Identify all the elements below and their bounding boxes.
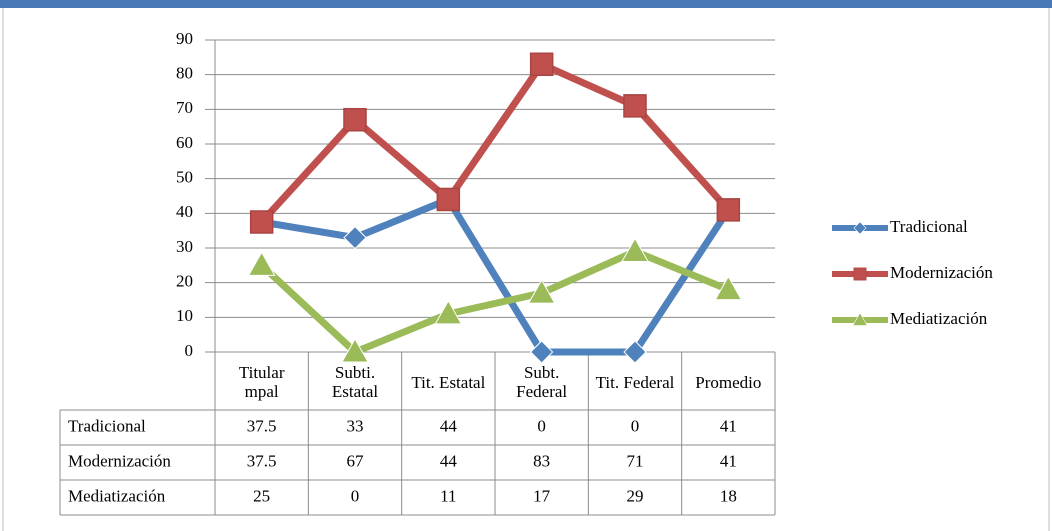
series-line xyxy=(259,60,731,225)
series xyxy=(249,52,741,234)
table-row-label: Mediatización xyxy=(68,486,166,505)
y-tick-label: 30 xyxy=(176,237,193,256)
x-tick-label: Subt. Federal xyxy=(516,363,568,401)
legend-marker xyxy=(853,267,867,281)
y-tick-label: 10 xyxy=(176,306,193,325)
table-cell: 17 xyxy=(533,486,551,505)
x-label-box: Promedio xyxy=(695,372,762,392)
table-row-label: Modernización xyxy=(68,451,171,470)
legend-label: Mediatización xyxy=(890,309,988,328)
legend-marker xyxy=(853,221,867,235)
legend-label: Modernización xyxy=(890,263,993,282)
x-tick-label: Titular mpal xyxy=(238,363,285,401)
x-label-box: Titular mpal xyxy=(238,363,285,401)
table-cell: 44 xyxy=(440,416,458,435)
table-cell: 67 xyxy=(347,451,365,470)
x-tick-label: Tit. Federal xyxy=(595,372,675,392)
y-tick-label: 20 xyxy=(176,272,193,291)
x-label-box: Tit. Estatal xyxy=(411,372,486,392)
table-row-label: Tradicional xyxy=(68,416,146,435)
point xyxy=(341,337,369,363)
series xyxy=(249,187,741,364)
y-tick-label: 60 xyxy=(176,133,193,152)
point xyxy=(716,198,741,222)
x-label-box: Subt. Federal xyxy=(516,363,568,401)
point xyxy=(436,187,461,212)
series-line xyxy=(259,247,730,356)
table-cell: 41 xyxy=(720,416,737,435)
table-cell: 71 xyxy=(627,451,644,470)
point xyxy=(621,237,649,262)
table-cell: 11 xyxy=(440,486,456,505)
point xyxy=(527,279,556,304)
series-line xyxy=(261,195,732,356)
table-cell: 0 xyxy=(537,416,546,435)
y-tick-label: 80 xyxy=(176,64,193,83)
top-bar xyxy=(0,0,1052,8)
table-cell: 44 xyxy=(440,451,458,470)
point xyxy=(249,210,274,234)
y-tick-label: 0 xyxy=(185,341,194,360)
table-cell: 29 xyxy=(627,486,644,505)
point xyxy=(623,94,647,118)
table-cell: 25 xyxy=(253,486,270,505)
table-cell: 37.5 xyxy=(247,416,277,435)
x-label-box: Subti. Estatal xyxy=(331,363,379,401)
point xyxy=(247,251,276,276)
point xyxy=(529,52,554,77)
x-tick-label: Tit. Estatal xyxy=(411,372,486,392)
table-cell: 0 xyxy=(631,416,640,435)
point xyxy=(623,340,647,364)
x-tick-label: Promedio xyxy=(695,372,762,392)
legend-marker xyxy=(852,312,868,326)
legend-label: Tradicional xyxy=(890,217,968,236)
point xyxy=(529,340,554,364)
table-cell: 83 xyxy=(533,451,550,470)
table-cell: 41 xyxy=(720,451,737,470)
series xyxy=(247,237,743,363)
table-cell: 33 xyxy=(347,416,364,435)
table-cell: 37.5 xyxy=(247,451,277,470)
y-tick-label: 70 xyxy=(176,98,193,117)
table-cell: 0 xyxy=(351,486,360,505)
x-label-box: Tit. Federal xyxy=(595,372,675,392)
point xyxy=(343,107,367,132)
point xyxy=(434,299,463,325)
point xyxy=(343,225,367,250)
point xyxy=(714,275,743,301)
y-tick-label: 40 xyxy=(176,202,193,221)
y-tick-label: 50 xyxy=(176,168,193,187)
table-cell: 18 xyxy=(720,486,737,505)
y-tick-label: 90 xyxy=(176,29,193,48)
x-tick-label: Subti. Estatal xyxy=(331,363,379,401)
